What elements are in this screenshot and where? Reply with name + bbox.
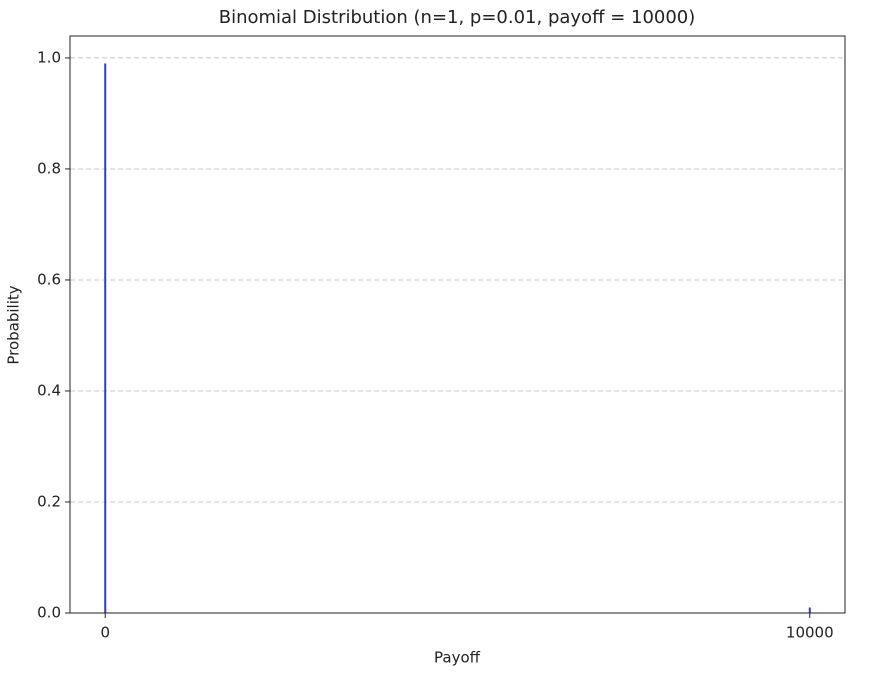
chart-title: Binomial Distribution (n=1, p=0.01, payo… — [219, 7, 696, 28]
x-tick-label: 10000 — [786, 624, 834, 642]
y-tick-label: 0.0 — [37, 604, 61, 622]
y-tick-label: 0.8 — [37, 159, 61, 177]
y-tick-label: 0.6 — [37, 270, 61, 288]
y-axis-label: Probability — [5, 285, 23, 364]
x-axis-label: Payoff — [434, 649, 481, 667]
y-tick-label: 0.4 — [37, 381, 61, 399]
bar — [104, 63, 107, 613]
y-tick-label: 1.0 — [37, 48, 61, 66]
plot-frame — [69, 35, 846, 614]
bar — [808, 607, 811, 613]
x-tick-label: 0 — [100, 624, 110, 642]
y-tick-label: 0.2 — [37, 492, 61, 510]
